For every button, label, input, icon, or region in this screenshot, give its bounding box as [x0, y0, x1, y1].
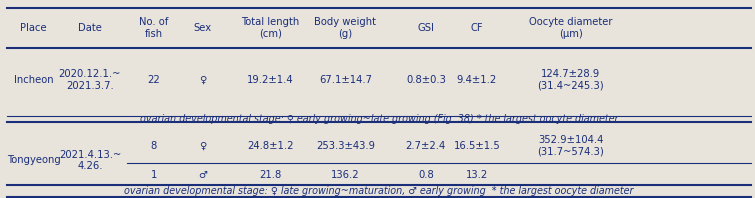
- Text: 19.2±1.4: 19.2±1.4: [247, 75, 294, 85]
- Text: 24.8±1.2: 24.8±1.2: [247, 141, 294, 150]
- Text: GSI: GSI: [418, 23, 434, 33]
- Text: 124.7±28.9
(31.4~245.3): 124.7±28.9 (31.4~245.3): [538, 69, 604, 91]
- Text: Place: Place: [20, 23, 47, 33]
- Text: 21.8: 21.8: [259, 170, 282, 180]
- Text: ♂: ♂: [198, 170, 207, 180]
- Text: Tongyeong: Tongyeong: [7, 155, 60, 165]
- Text: 253.3±43.9: 253.3±43.9: [316, 141, 375, 150]
- Text: Sex: Sex: [193, 23, 211, 33]
- Text: 9.4±1.2: 9.4±1.2: [457, 75, 497, 85]
- Text: Incheon: Incheon: [14, 75, 54, 85]
- Text: 0.8±0.3: 0.8±0.3: [406, 75, 445, 85]
- Text: 2021.4.13.~
4.26.: 2021.4.13.~ 4.26.: [59, 149, 121, 171]
- Text: 2020.12.1.~
2021.3.7.: 2020.12.1.~ 2021.3.7.: [59, 69, 121, 91]
- Text: 136.2: 136.2: [331, 170, 359, 180]
- Text: 13.2: 13.2: [466, 170, 488, 180]
- Text: ♀: ♀: [199, 75, 206, 85]
- Text: ovarian developmental stage: ♀ late growing~maturation, ♂ early growing  * the l: ovarian developmental stage: ♀ late grow…: [125, 186, 634, 196]
- Text: 8: 8: [151, 141, 157, 150]
- Text: 22: 22: [147, 75, 160, 85]
- Text: 352.9±104.4
(31.7~574.3): 352.9±104.4 (31.7~574.3): [538, 135, 604, 156]
- Text: 16.5±1.5: 16.5±1.5: [454, 141, 501, 150]
- Text: 1: 1: [150, 170, 157, 180]
- Text: 0.8: 0.8: [418, 170, 433, 180]
- Text: CF: CF: [470, 23, 483, 33]
- Text: Body weight
(g): Body weight (g): [314, 17, 377, 39]
- Text: Oocyte diameter
(μm): Oocyte diameter (μm): [529, 17, 612, 39]
- Text: Total length
(cm): Total length (cm): [241, 17, 300, 39]
- Text: No. of
fish: No. of fish: [139, 17, 168, 39]
- Text: 67.1±14.7: 67.1±14.7: [319, 75, 372, 85]
- Text: ♀: ♀: [199, 141, 206, 150]
- Text: 2.7±2.4: 2.7±2.4: [405, 141, 446, 150]
- Text: Date: Date: [78, 23, 102, 33]
- Text: ovarian developmental stage: ♀ early growing~late growing (Fig. 38) * the larges: ovarian developmental stage: ♀ early gro…: [140, 114, 618, 124]
